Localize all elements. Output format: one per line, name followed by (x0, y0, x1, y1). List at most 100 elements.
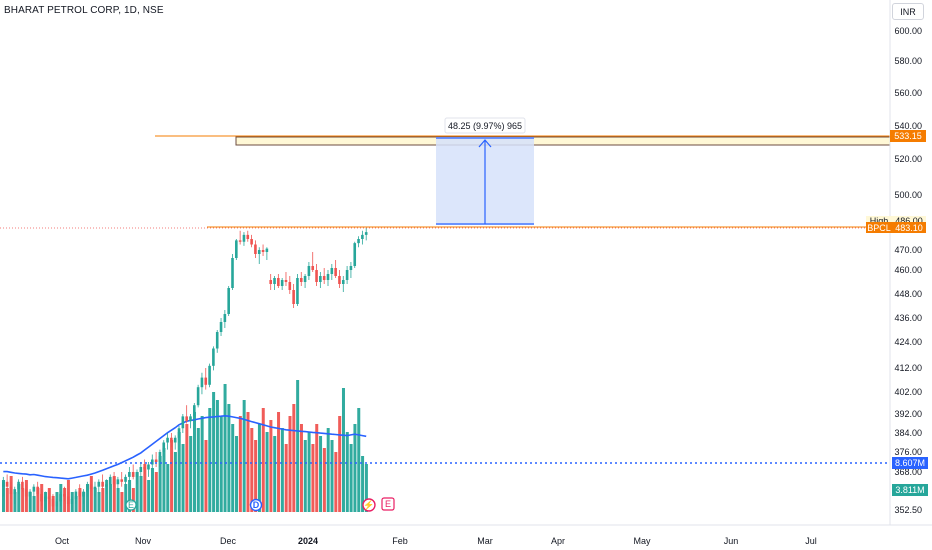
candle (212, 346, 215, 371)
earnings-marker-2[interactable]: E (381, 497, 395, 511)
volume-bar (235, 436, 239, 512)
dividend-marker[interactable]: D (249, 498, 263, 512)
volume-bar (219, 416, 223, 512)
volume-bar (208, 408, 212, 512)
candle (288, 276, 292, 294)
split-marker[interactable]: ⚡ (362, 498, 376, 512)
volume-bar (185, 424, 189, 512)
candle (227, 286, 230, 316)
candle (40, 489, 43, 507)
candle (21, 476, 24, 492)
volume-last-tag-value: 3.811M (895, 485, 924, 495)
candle (63, 486, 66, 502)
volume-bar (299, 424, 303, 512)
candle (28, 489, 32, 509)
time-axis[interactable]: Oct Nov Dec 2024 Feb Mar Apr May Jun Jul (55, 536, 817, 546)
price-axis-label: 540.00 (894, 121, 922, 131)
volume-bar (32, 496, 36, 512)
candle (235, 239, 238, 260)
candle (166, 433, 169, 450)
candle (193, 403, 196, 422)
earnings-marker-1[interactable]: E (125, 499, 137, 511)
volume-bar (177, 432, 181, 512)
candle (44, 491, 47, 509)
candle (47, 489, 51, 504)
time-axis-label: May (633, 536, 651, 546)
volume-bar (280, 428, 284, 512)
candle (204, 368, 208, 390)
volume-bar (273, 436, 277, 512)
candle (341, 276, 345, 292)
volume-bar (150, 468, 154, 512)
candle (170, 433, 173, 448)
candle (82, 489, 85, 504)
volume-bar (296, 380, 300, 512)
candle (200, 372, 204, 395)
volume-ma-tag-value: 8.607M (895, 458, 925, 468)
currency-button[interactable]: INR (892, 3, 924, 20)
target-zone-rectangle[interactable] (235, 136, 891, 146)
candle (223, 310, 227, 328)
price-axis-label: 560.00 (894, 88, 922, 98)
candle (265, 247, 269, 260)
volume-bar (158, 456, 162, 512)
price-axis-label: 448.00 (894, 289, 922, 299)
candle (1, 476, 5, 497)
candle (108, 474, 112, 490)
candle (364, 228, 368, 241)
volume-bar (93, 488, 97, 512)
candle (292, 284, 295, 308)
volume-bar (36, 488, 40, 512)
volume-bar (74, 496, 78, 512)
time-axis-label: Oct (55, 536, 70, 546)
volume-bar (326, 428, 330, 512)
volume-bar (227, 404, 231, 512)
volume-bar (112, 476, 116, 512)
candle (196, 384, 200, 408)
candle (189, 414, 192, 429)
price-axis-label: 580.00 (894, 56, 922, 66)
candlestick-series (1, 228, 368, 510)
volume-bar (284, 444, 288, 512)
candle (345, 266, 349, 284)
candle (357, 236, 360, 248)
volume-bar (288, 416, 292, 512)
volume-bar (322, 448, 326, 512)
candle (36, 481, 39, 497)
volume-bar (189, 436, 193, 512)
measure-arrow-up-icon (478, 139, 492, 148)
volume-bar (357, 408, 361, 512)
symbol-tag-value: 483.10 (895, 223, 923, 233)
candle (128, 467, 131, 482)
volume-bar (166, 464, 170, 512)
candle (238, 230, 242, 245)
candle (254, 240, 257, 258)
high-tag-value: 486.00 (895, 216, 923, 226)
candle (150, 454, 154, 470)
candle (173, 435, 177, 450)
chart-title: BHARAT PETROL CORP, 1D, NSE (4, 5, 164, 16)
volume-bar (345, 432, 349, 512)
price-axis-label: 392.00 (894, 409, 922, 419)
candle (86, 481, 89, 497)
volume-bar (315, 424, 319, 512)
volume-bar (21, 488, 25, 512)
volume-bar (200, 416, 204, 512)
volume-bar (269, 420, 273, 512)
volume-bar (341, 388, 345, 512)
price-axis-label: 436.00 (894, 313, 922, 323)
volume-ma-tag: 8.607M (892, 457, 928, 469)
volume-bar (303, 440, 307, 512)
candle (250, 234, 253, 248)
time-axis-label: Jul (805, 536, 817, 546)
symbol-tag-label: BPCL (867, 223, 891, 233)
volume-bar (349, 444, 353, 512)
volume-bar (78, 488, 82, 512)
time-axis-label: 2024 (298, 536, 318, 546)
candle (231, 254, 234, 290)
price-axis-label: 384.00 (894, 428, 922, 438)
candle (349, 262, 353, 278)
candle (277, 274, 280, 288)
